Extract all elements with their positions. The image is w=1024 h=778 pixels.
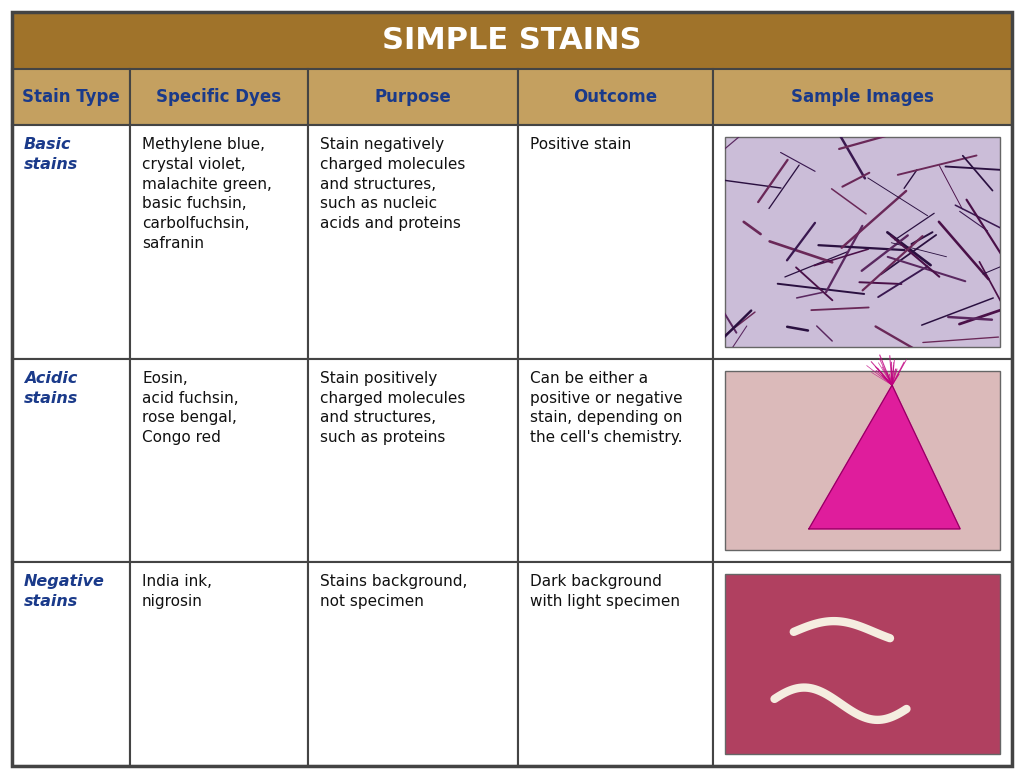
- Bar: [518, 68, 713, 125]
- Bar: [518, 359, 713, 562]
- Text: Stain Type: Stain Type: [23, 88, 120, 106]
- Bar: [308, 68, 518, 125]
- Bar: [130, 359, 308, 562]
- Bar: [713, 125, 1012, 359]
- Bar: [12, 68, 130, 125]
- Bar: [713, 359, 1012, 562]
- Text: Can be either a
positive or negative
stain, depending on
the cell's chemistry.: Can be either a positive or negative sta…: [530, 371, 683, 445]
- Text: Positive stain: Positive stain: [530, 137, 631, 152]
- Text: Sample Images: Sample Images: [792, 88, 934, 106]
- Bar: [518, 125, 713, 359]
- Text: Dark background
with light specimen: Dark background with light specimen: [530, 574, 680, 609]
- Text: Stain negatively
charged molecules
and structures,
such as nucleic
acids and pro: Stain negatively charged molecules and s…: [321, 137, 465, 231]
- Text: Stain positively
charged molecules
and structures,
such as proteins: Stain positively charged molecules and s…: [321, 371, 465, 445]
- Text: Basic
stains: Basic stains: [24, 137, 78, 172]
- Bar: [130, 125, 308, 359]
- Bar: [713, 68, 1012, 125]
- Bar: [12, 562, 130, 766]
- Text: Acidic
stains: Acidic stains: [24, 371, 78, 405]
- Bar: [725, 137, 1000, 347]
- Text: Outcome: Outcome: [573, 88, 657, 106]
- Bar: [713, 562, 1012, 766]
- Text: India ink,
nigrosin: India ink, nigrosin: [142, 574, 212, 609]
- Bar: [725, 574, 1000, 754]
- Bar: [130, 68, 308, 125]
- Polygon shape: [809, 385, 961, 529]
- Bar: [12, 359, 130, 562]
- Text: Methylene blue,
crystal violet,
malachite green,
basic fuchsin,
carbolfuchsin,
s: Methylene blue, crystal violet, malachit…: [142, 137, 272, 251]
- Text: SIMPLE STAINS: SIMPLE STAINS: [382, 26, 642, 54]
- Text: Purpose: Purpose: [375, 88, 452, 106]
- Text: Negative
stains: Negative stains: [24, 574, 104, 609]
- Bar: [130, 562, 308, 766]
- Bar: [725, 371, 1000, 550]
- Text: Eosin,
acid fuchsin,
rose bengal,
Congo red: Eosin, acid fuchsin, rose bengal, Congo …: [142, 371, 239, 445]
- Bar: [308, 359, 518, 562]
- Text: Stains background,
not specimen: Stains background, not specimen: [321, 574, 467, 609]
- Text: Specific Dyes: Specific Dyes: [157, 88, 282, 106]
- Bar: [725, 137, 1000, 347]
- Bar: [12, 12, 1012, 68]
- Bar: [12, 125, 130, 359]
- Bar: [308, 562, 518, 766]
- Bar: [518, 562, 713, 766]
- Bar: [308, 125, 518, 359]
